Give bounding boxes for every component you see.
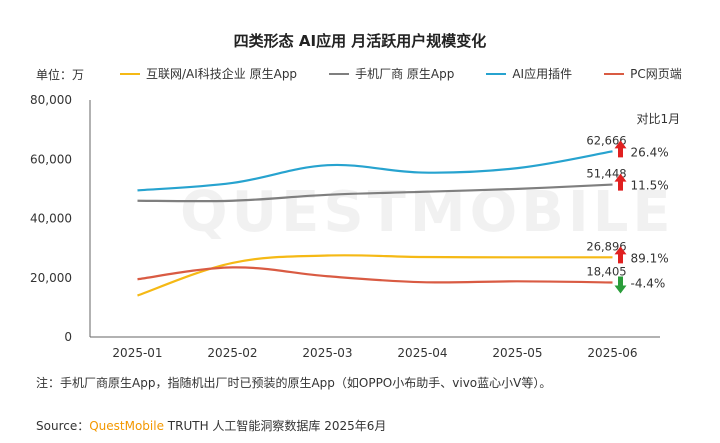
x-tick-label: 2025-01 <box>112 346 162 360</box>
down-arrow-icon <box>614 276 627 294</box>
legend-label: 手机厂商 原生App <box>355 67 455 81</box>
end-value-label: 26,896 <box>586 239 626 253</box>
legend: 互联网/AI科技企业 原生App 手机厂商 原生App AI应用插件 PC网页端 <box>120 65 682 82</box>
change-percent-label: 89.1% <box>631 251 669 265</box>
y-tick-label: 20,000 <box>30 271 72 285</box>
legend-label: PC网页端 <box>630 67 682 81</box>
legend-swatch <box>329 72 350 75</box>
legend-item: 互联网/AI科技企业 原生App <box>120 65 297 82</box>
source-line: Source：QuestMobile TRUTH 人工智能洞察数据库 2025年… <box>36 417 386 434</box>
x-tick-label: 2025-06 <box>587 346 637 360</box>
x-tick-label: 2025-04 <box>397 346 447 360</box>
x-tick-label: 2025-05 <box>492 346 542 360</box>
x-tick-label: 2025-02 <box>207 346 257 360</box>
up-arrow-icon <box>614 173 627 191</box>
change-percent-label: -4.4% <box>631 276 666 290</box>
legend-item: AI应用插件 <box>486 65 572 82</box>
source-suffix: TRUTH 人工智能洞察数据库 2025年6月 <box>163 419 387 433</box>
change-percent-label: 11.5% <box>631 179 669 193</box>
legend-label: 互联网/AI科技企业 原生App <box>146 67 298 81</box>
y-tick-label: 0 <box>64 330 72 344</box>
footnote: 注：手机厂商原生App，指随机出厂时已预装的原生App（如OPPO小布助手、vi… <box>36 376 552 390</box>
y-tick-label: 80,000 <box>30 93 72 107</box>
series-line <box>137 150 613 192</box>
chart-title: 四类形态 AI应用 月活跃用户规模变化 <box>233 32 487 50</box>
y-tick-label: 60,000 <box>30 152 72 166</box>
y-tick-label: 40,000 <box>30 212 72 226</box>
series-line <box>137 266 613 284</box>
series-line <box>137 183 613 203</box>
legend-item: 手机厂商 原生App <box>329 65 454 82</box>
legend-swatch <box>120 72 140 75</box>
unit-label: 单位：万 <box>36 68 85 82</box>
series-line <box>137 254 613 297</box>
up-arrow-icon <box>614 246 627 264</box>
legend-item: PC网页端 <box>604 65 682 82</box>
legend-swatch <box>486 72 507 75</box>
change-percent-label: 26.4% <box>631 145 669 159</box>
up-arrow-icon <box>614 140 627 158</box>
end-value-label: 51,448 <box>586 167 626 181</box>
source-prefix: Source： <box>36 419 90 433</box>
end-value-label: 62,666 <box>586 133 626 147</box>
legend-label: AI应用插件 <box>512 67 573 81</box>
source-brand: QuestMobile <box>89 419 164 433</box>
legend-swatch <box>604 72 625 75</box>
end-value-label: 18,405 <box>586 264 626 278</box>
x-tick-label: 2025-03 <box>302 346 352 360</box>
compare-header: 对比1月 <box>637 112 681 126</box>
